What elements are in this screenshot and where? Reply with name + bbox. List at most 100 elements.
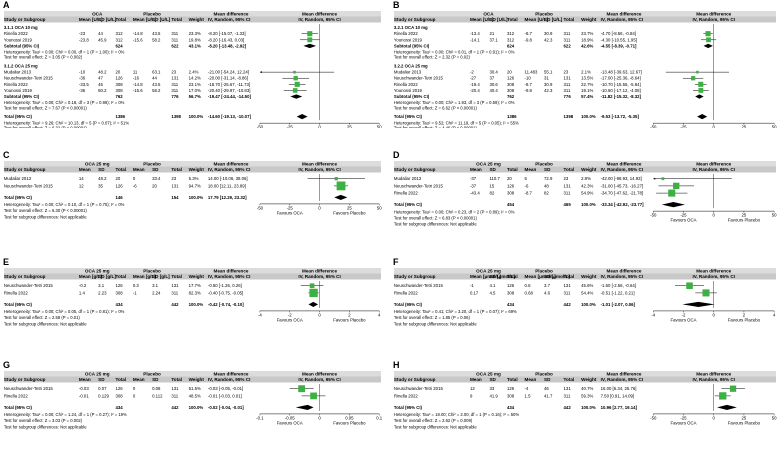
header-band: [4, 16, 381, 23]
cell-value: 624: [507, 43, 515, 48]
ci-value: -8.20 [-15.07, -1.33]: [208, 31, 246, 36]
group-header: Mean difference: [302, 371, 337, 376]
x-tick-label: 2: [348, 312, 351, 317]
subtotal-label: Subtotal (95% CI): [394, 94, 430, 99]
study-name: Rinella 2022: [4, 82, 28, 87]
cell-value: 17.7%: [189, 283, 201, 288]
group-header: OCA: [483, 11, 494, 16]
cell-value: -23.8: [79, 37, 89, 42]
study-name: Younossi 2019: [394, 88, 423, 93]
group-header: Placebo: [143, 11, 161, 16]
cell-value: 5: [525, 176, 528, 181]
cell-value: 43.5: [152, 82, 161, 87]
pooled-diamond: [296, 114, 308, 120]
study-marker: [307, 31, 313, 37]
cell-value: 2.8%: [581, 176, 591, 181]
group-header: Mean difference: [214, 161, 249, 166]
cell-value: 762: [507, 94, 515, 99]
group-header: OCA 25 mg: [85, 161, 110, 166]
panel-label: F: [393, 257, 399, 267]
column-header: SD [g/L]: [98, 274, 116, 279]
stat-note: Heterogeneity: Tau² = 0.00; Chi² = 0.05,…: [4, 309, 125, 314]
header-band: [4, 376, 381, 383]
x-tick-label: -0.05: [285, 415, 295, 420]
ci-value: -0.40 [-0.75, -0.05]: [208, 290, 243, 295]
study-name: Neuschwander-Tetri 2015: [4, 183, 54, 188]
cell-value: 434: [116, 302, 124, 307]
subgroup-heading: 3.2.1 OCA 10 mg: [394, 25, 428, 30]
cell-value: 126: [116, 76, 124, 81]
cell-value: 20: [152, 183, 157, 188]
header-band: [4, 166, 381, 173]
pooled-diamond: [290, 94, 303, 99]
cell-value: 308: [116, 88, 124, 93]
study-marker: [293, 70, 296, 74]
cell-value: 3.1: [98, 283, 105, 288]
cell-value: 146: [116, 195, 124, 200]
cell-value: 1.5: [525, 393, 532, 398]
header-band-top: [4, 268, 381, 274]
cell-value: 0: [133, 386, 136, 391]
cell-value: 48.5%: [189, 393, 201, 398]
cell-value: 46: [544, 386, 549, 391]
cell-value: -1: [133, 290, 137, 295]
x-tick-label: -2: [682, 312, 686, 317]
subgroup-heading: 3.1.1 OCA 10 mg: [4, 25, 38, 30]
ci-value: -34.70 [-47.62, -21.78]: [601, 191, 644, 196]
cell-value: 311: [564, 290, 571, 295]
favours-right-label: Favours Placebo: [728, 218, 761, 223]
cell-value: 4.1: [489, 283, 496, 288]
stat-note: Heterogeneity: Tau² = 9.52; Chi² = 11.19…: [394, 120, 519, 125]
study-marker: [729, 385, 737, 392]
cell-value: 45.6%: [581, 283, 593, 288]
group-header: Mean difference: [696, 11, 731, 16]
cell-value: 3.7: [544, 283, 551, 288]
cell-value: 312: [116, 37, 124, 42]
column-header: Mean: [525, 167, 537, 172]
ci-value: -0.51 [-1.22, 0.21]: [601, 290, 635, 295]
column-header: SD [U/L]: [98, 17, 117, 22]
panel-label: G: [3, 360, 11, 370]
column-header: Weight: [581, 167, 597, 172]
panel-label: B: [393, 0, 400, 10]
subtotal-label: Subtotal (95% CI): [4, 43, 40, 48]
column-header: IV, Random, 95% CI: [298, 167, 340, 172]
cell-value: 311: [171, 88, 178, 93]
cell-value: 23: [171, 176, 176, 181]
group-header: Mean difference: [302, 161, 337, 166]
cell-value: 2.23: [98, 290, 107, 295]
column-header: Total: [171, 17, 182, 22]
cell-value: 56.7%: [189, 94, 201, 99]
stat-note: Test for overall effect: Z = 6.30 (P < 0…: [4, 208, 88, 213]
stat-note: Heterogeneity: Tau² = 18.00; Chi² = 2.00…: [394, 412, 519, 417]
cell-value: 45: [98, 82, 103, 87]
group-header: OCA: [92, 11, 103, 16]
cell-value: 312: [507, 37, 515, 42]
column-header: Weight: [189, 377, 205, 382]
column-header: Total: [171, 167, 182, 172]
stat-note: Heterogeneity: Tau² = 0.00; Chi² = 0.10,…: [4, 202, 125, 207]
ci-value: -0.01 [-0.03, 0.01]: [208, 393, 242, 398]
ci-arrow: [259, 71, 262, 74]
x-tick-label: -4: [258, 312, 262, 317]
cell-value: 110.7: [489, 176, 500, 181]
cell-value: 126: [507, 183, 515, 188]
cell-value: 131: [171, 76, 179, 81]
x-tick-label: -4: [651, 312, 655, 317]
cell-value: 622: [171, 43, 179, 48]
cell-value: 434: [507, 302, 515, 307]
favours-right-label: Favours Placebo: [333, 210, 366, 215]
group-header: Placebo: [535, 11, 553, 16]
study-name: Rinella 2022: [4, 290, 28, 295]
study-name: Mudaliar 2013: [4, 176, 32, 181]
cell-value: 12: [79, 183, 84, 188]
stat-note: Test for overall effect: Z = 6.83 (P < 0…: [394, 215, 478, 220]
study-name: Rinella 2022: [4, 393, 28, 398]
total-label: Total (95% CI): [394, 302, 423, 307]
cell-value: 442: [171, 302, 179, 307]
cell-value: 442: [564, 405, 572, 410]
forest-svg: OCA 25 mg Placebo Mean difference Mean diff…: [394, 371, 777, 429]
cell-value: 311: [564, 191, 571, 196]
cell-value: -37: [470, 176, 477, 181]
cell-value: 311: [171, 37, 178, 42]
